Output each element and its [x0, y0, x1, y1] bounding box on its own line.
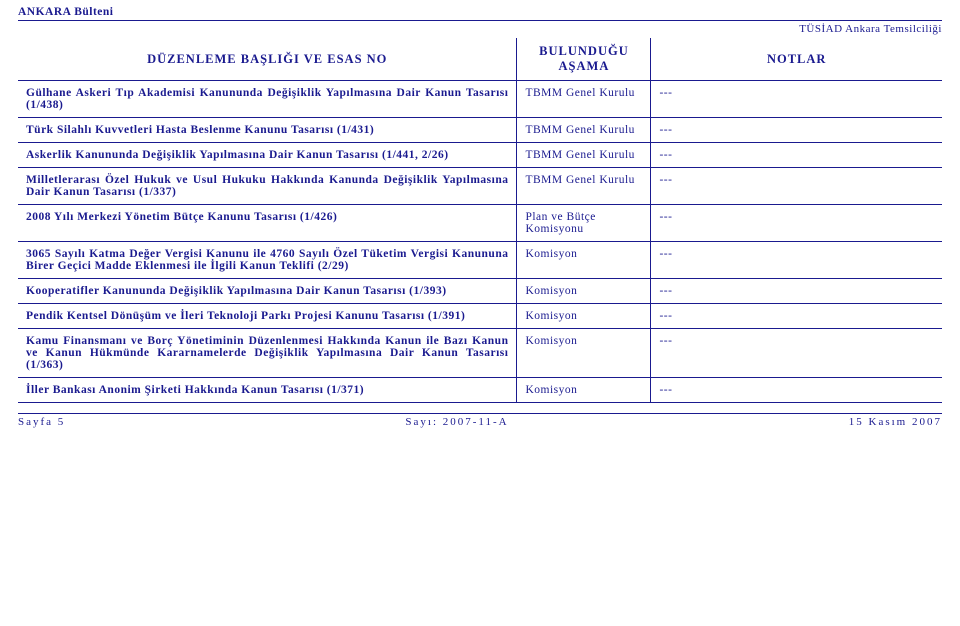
footer-date: 15 Kasım 2007	[849, 416, 942, 428]
cell-stage: Komisyon	[517, 279, 651, 304]
cell-title: Türk Silahlı Kuvvetleri Hasta Beslenme K…	[18, 118, 517, 143]
cell-stage: Komisyon	[517, 329, 651, 378]
cell-title: Kamu Finansmanı ve Borç Yönetiminin Düze…	[18, 329, 517, 378]
cell-notes: ---	[651, 279, 942, 304]
cell-title: Kooperatifler Kanununda Değişiklik Yapıl…	[18, 279, 517, 304]
cell-notes: ---	[651, 378, 942, 403]
cell-stage: TBMM Genel Kurulu	[517, 143, 651, 168]
table-row: 3065 Sayılı Katma Değer Vergisi Kanunu i…	[18, 242, 942, 279]
col-header-notes: NOTLAR	[651, 38, 942, 81]
cell-stage: TBMM Genel Kurulu	[517, 118, 651, 143]
page-footer: Sayfa 5 Sayı: 2007-11-A 15 Kasım 2007	[18, 413, 942, 428]
org-name: TÜSİAD Ankara Temsilciliği	[18, 23, 942, 35]
table-row: İller Bankası Anonim Şirketi Hakkında Ka…	[18, 378, 942, 403]
table-row: Askerlik Kanununda Değişiklik Yapılmasın…	[18, 143, 942, 168]
cell-stage: Komisyon	[517, 304, 651, 329]
cell-notes: ---	[651, 329, 942, 378]
cell-stage: Komisyon	[517, 242, 651, 279]
bulletin-title: ANKARA Bülteni	[18, 6, 942, 21]
cell-notes: ---	[651, 118, 942, 143]
table-row: Kamu Finansmanı ve Borç Yönetiminin Düze…	[18, 329, 942, 378]
cell-notes: ---	[651, 205, 942, 242]
cell-notes: ---	[651, 304, 942, 329]
cell-stage: TBMM Genel Kurulu	[517, 168, 651, 205]
cell-title: Gülhane Askeri Tıp Akademisi Kanununda D…	[18, 81, 517, 118]
cell-title: Milletlerarası Özel Hukuk ve Usul Hukuku…	[18, 168, 517, 205]
cell-notes: ---	[651, 143, 942, 168]
table-row: 2008 Yılı Merkezi Yönetim Bütçe Kanunu T…	[18, 205, 942, 242]
cell-stage: Komisyon	[517, 378, 651, 403]
footer-issue: Sayı: 2007-11-A	[405, 416, 508, 428]
table-row: Kooperatifler Kanununda Değişiklik Yapıl…	[18, 279, 942, 304]
cell-notes: ---	[651, 242, 942, 279]
cell-stage: TBMM Genel Kurulu	[517, 81, 651, 118]
cell-title: İller Bankası Anonim Şirketi Hakkında Ka…	[18, 378, 517, 403]
cell-title: Askerlik Kanununda Değişiklik Yapılmasın…	[18, 143, 517, 168]
cell-stage: Plan ve Bütçe Komisyonu	[517, 205, 651, 242]
table-row: Türk Silahlı Kuvvetleri Hasta Beslenme K…	[18, 118, 942, 143]
table-row: Pendik Kentsel Dönüşüm ve İleri Teknoloj…	[18, 304, 942, 329]
cell-title: 3065 Sayılı Katma Değer Vergisi Kanunu i…	[18, 242, 517, 279]
cell-notes: ---	[651, 81, 942, 118]
cell-notes: ---	[651, 168, 942, 205]
table-header-row: DÜZENLEME BAŞLIĞI VE ESAS NO BULUNDUĞU A…	[18, 38, 942, 81]
cell-title: Pendik Kentsel Dönüşüm ve İleri Teknoloj…	[18, 304, 517, 329]
footer-page: Sayfa 5	[18, 416, 65, 428]
table-row: Gülhane Askeri Tıp Akademisi Kanununda D…	[18, 81, 942, 118]
col-header-title: DÜZENLEME BAŞLIĞI VE ESAS NO	[18, 38, 517, 81]
col-header-stage: BULUNDUĞU AŞAMA	[517, 38, 651, 81]
table-row: Milletlerarası Özel Hukuk ve Usul Hukuku…	[18, 168, 942, 205]
regulations-table: DÜZENLEME BAŞLIĞI VE ESAS NO BULUNDUĞU A…	[18, 38, 942, 403]
cell-title: 2008 Yılı Merkezi Yönetim Bütçe Kanunu T…	[18, 205, 517, 242]
